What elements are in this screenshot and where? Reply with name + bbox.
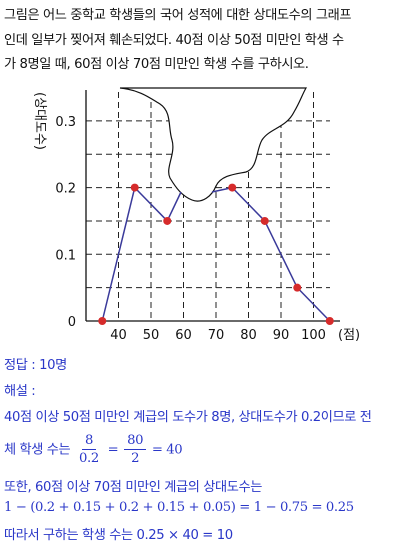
x-tick-60: 60 [175,328,192,343]
series-segment [264,220,298,288]
torn-region [119,87,308,202]
grid-lines [86,92,330,321]
frac1-den: 0.2 [79,451,99,466]
x-tick-50: 50 [143,328,160,343]
explain-line-2-prefix: 체 학생 수는 [4,442,71,458]
explain-line-5: 따라서 구하는 학생 수는 0.25 × 40 = 10 [4,528,233,543]
data-point [130,183,139,192]
data-point [98,317,107,325]
fraction-8-over-0.2: 8 0.2 [76,432,102,467]
series-stub-left [166,191,182,222]
equals-1: = [107,442,119,458]
explain-label: 해설 : [4,384,36,399]
data-point [228,183,237,192]
y-axis-title: (상대도수) [32,92,47,150]
series-segment [134,187,168,222]
explain-line-3: 또한, 60점 이상 70점 미만인 계급의 상대도수는 [4,480,262,495]
series-segment [231,187,266,222]
explain-line-2: 체 학생 수는 8 0.2 = 80 2 = 40 [4,432,183,467]
y-tick-0.2: 0.2 [55,182,76,197]
y-tick-0.3: 0.3 [55,115,76,130]
series-segment [296,287,331,322]
data-point [260,216,269,225]
y-tick-0: 0 [68,315,76,330]
answer: 정답 : 10명 [4,358,67,373]
x-tick-40: 40 [110,328,127,343]
frac2-den: 2 [131,451,140,466]
problem-line-1: 그림은 어느 중학교 학생들의 국어 성적에 대한 상대도수의 그래프 [4,8,352,23]
explain-line-1: 40점 이상 50점 미만인 계급의 도수가 8명, 상대도수가 0.2이므로 … [4,410,372,425]
problem-text: 그림은 어느 중학교 학생들의 국어 성적에 대한 상대도수의 그래프 인데 일… [4,4,398,78]
explain-line-4: 1 − (0.2 + 0.15 + 0.2 + 0.15 + 0.05) = 1… [4,500,354,515]
fraction-80-over-2: 80 2 [124,432,147,467]
data-point [325,317,334,325]
y-tick-0.1: 0.1 [55,248,76,263]
x-tick-70: 70 [208,328,225,343]
problem-line-3: 가 8명일 때, 60점 이상 70점 미만인 학생 수를 구하시오. [4,57,309,72]
x-tick-80: 80 [240,328,257,343]
data-point [293,283,302,292]
frac2-num: 80 [124,432,147,450]
x-tick-90: 90 [273,328,290,343]
relative-frequency-chart: 40 50 60 70 80 90 100 0 0.1 0.2 0.3 (상대도수) (점) [32,87,360,343]
frac1-num: 8 [81,432,96,450]
problem-line-2: 인데 일부가 찢어져 훼손되었다. 40점 이상 50점 미만인 학생 수 [4,32,344,48]
equals-2: = 40 [151,442,183,458]
x-tick-100: 100 [301,328,326,343]
x-axis-unit: (점) [338,328,360,343]
data-point [163,216,172,225]
series-segment [101,187,136,322]
